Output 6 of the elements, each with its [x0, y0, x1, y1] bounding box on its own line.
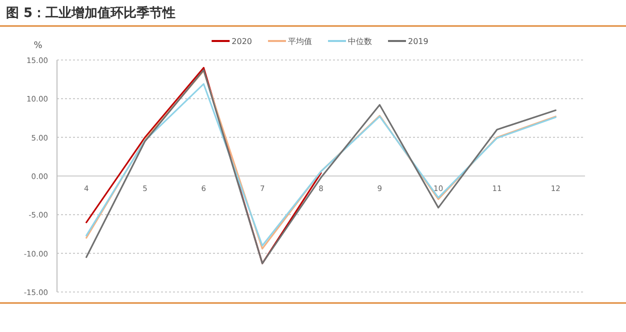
legend-label: 2020 — [232, 37, 252, 46]
y-axis-title: % — [34, 41, 43, 51]
legend-label: 平均值 — [288, 37, 312, 46]
legend-label: 中位数 — [348, 37, 372, 46]
chart-title: 图 5：工业增加值环比季节性 — [6, 5, 176, 21]
legend-label: 2019 — [408, 37, 428, 46]
